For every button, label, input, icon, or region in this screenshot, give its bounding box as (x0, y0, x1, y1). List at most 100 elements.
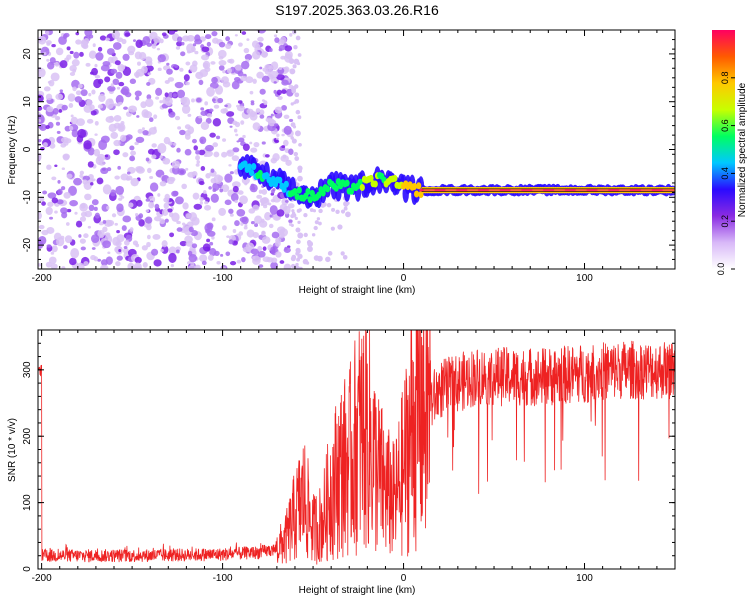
spectrogram-noise-blob (275, 251, 282, 258)
spectrogram-noise-blob (149, 182, 159, 192)
spectrogram-noise-blob (110, 189, 117, 197)
spectrogram-noise-blob (251, 256, 256, 260)
spectrogram-noise-blob (115, 240, 122, 247)
spectrogram-noise-blob (69, 200, 78, 207)
spectrogram-noise-blob (97, 258, 102, 262)
spectrogram-noise-blob (210, 193, 219, 203)
spectrogram-noise-blob (41, 201, 46, 206)
spectrogram-noise-blob (45, 30, 50, 35)
spectrogram-noise-blob (93, 206, 98, 211)
spectrogram-noise-blob (115, 71, 123, 79)
spectrogram-noise-blob (294, 130, 301, 137)
spectrogram-noise-blob (157, 54, 166, 63)
spectrogram-signal-cell (248, 169, 255, 177)
spectrogram-noise-blob (145, 198, 150, 202)
spectrogram-noise-blob (211, 98, 216, 102)
spectrogram-noise-blob (153, 259, 162, 267)
spectrogram-noise-blob (288, 148, 294, 155)
spectrogram-noise-blob (208, 186, 212, 190)
spectrogram-noise-blob (274, 123, 279, 127)
spectrogram-noise-blob (298, 142, 302, 147)
spectrogram-noise-blob (49, 57, 56, 64)
spectrogram-noise-blob (130, 178, 139, 187)
spectrogram-noise-blob (293, 58, 300, 65)
spectrogram-noise-blob (206, 230, 216, 237)
spectrogram-noise-blob (102, 219, 107, 224)
spectrogram-noise-blob (222, 69, 226, 74)
spectrogram-noise-blob (122, 215, 132, 223)
spectrogram-noise-blob (218, 207, 226, 216)
spectrogram-noise-blob (196, 97, 202, 103)
spectrogram-noise-blob (56, 116, 61, 120)
spectrogram-noise-blob (55, 93, 64, 100)
spectrogram-noise-blob (237, 190, 244, 195)
spectrogram-noise-blob (176, 147, 181, 153)
spectrogram-noise-blob (264, 212, 272, 221)
spectrogram-noise-blob (204, 101, 209, 106)
spectrogram-noise-blob (106, 48, 115, 55)
spectrogram-noise-blob (209, 132, 216, 138)
spectrogram-noise-blob (234, 34, 238, 37)
spectrogram-noise-blob (98, 93, 106, 103)
spectrogram-signal-cell (368, 174, 374, 182)
spectrogram-noise-blob (69, 257, 77, 266)
spectrogram-noise-blob (151, 248, 159, 256)
spectrogram-noise-blob (50, 251, 55, 255)
spectrogram-noise-blob (160, 248, 164, 252)
spectrogram-noise-blob (146, 241, 151, 248)
spectrogram-noise-blob (97, 46, 103, 52)
spectrogram-signal-cell (416, 182, 422, 190)
spectrogram-noise-blob (274, 240, 281, 247)
spectrogram-noise-blob (156, 47, 161, 51)
spectrogram-noise-blob (89, 71, 94, 75)
spectrogram-noise-blob (255, 108, 261, 114)
snr-x-ticks: -200 -100 0 100 (32, 330, 676, 584)
spectrogram-noise-blob (288, 219, 293, 224)
y-tick-label: 10 (22, 96, 33, 108)
spectrogram-y-axis-label: Frequency (Hz) (7, 116, 18, 185)
spectrogram-noise-blob (69, 71, 76, 76)
spectrogram-noise-blob (200, 121, 210, 130)
spectrogram-noise-blob (49, 216, 54, 220)
spectrogram-noise-blob (203, 62, 209, 68)
spectrogram-signal-cell (344, 179, 350, 187)
spectrogram-noise-blob (100, 264, 109, 269)
spectrogram-noise-blob (259, 88, 266, 95)
spectrogram-noise-blob (149, 176, 154, 180)
spectrogram-noise-blob (120, 134, 127, 142)
spectrogram-noise-blob (249, 90, 254, 95)
spectrogram-noise-blob (241, 31, 247, 35)
spectrogram-noise-blob (257, 250, 266, 258)
spectrogram-noise-blob (290, 263, 296, 269)
spectrogram-noise-blob (314, 220, 319, 225)
spectrogram-noise-blob (297, 115, 302, 120)
spectrogram-noise-blob (88, 92, 92, 97)
spectrogram-noise-blob (276, 73, 285, 81)
spectrogram-noise-blob (254, 223, 259, 228)
spectrogram-noise-blob (73, 51, 80, 59)
spectrogram-noise-blob (43, 51, 47, 56)
spectrogram-noise-blob (147, 148, 155, 155)
spectrogram-noise-blob (95, 52, 104, 61)
spectrogram-noise-blob (294, 84, 299, 89)
spectrogram-noise-blob (281, 89, 287, 94)
spectrogram-noise-blob (205, 34, 212, 40)
spectrogram-noise-blob (240, 75, 248, 82)
spectrogram-noise-blob (38, 224, 45, 230)
spectrogram-noise-blob (226, 111, 235, 117)
y-tick-label: 100 (22, 494, 33, 511)
spectrogram-noise-blob (326, 202, 332, 208)
spectrogram-noise-blob (193, 203, 203, 210)
spectrogram-noise-blob (246, 38, 250, 42)
spectrogram-noise-blob (199, 196, 204, 202)
spectrogram-noise-blob (116, 255, 123, 261)
spectrogram-noise-blob (133, 71, 141, 78)
spectrogram-noise-blob (54, 210, 58, 214)
spectrogram-noise-blob (177, 89, 186, 99)
spectrogram-noise-blob (198, 181, 205, 186)
spectrogram-noise-blob (174, 81, 184, 89)
spectrogram-noise-blob (257, 245, 263, 252)
spectrogram-noise-blob (184, 148, 192, 156)
spectrogram-noise-blob (84, 193, 92, 201)
